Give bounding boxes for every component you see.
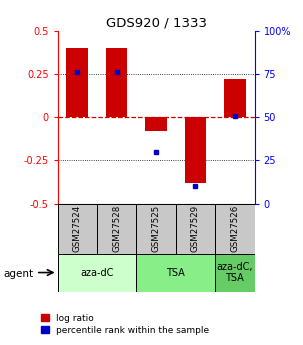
- Bar: [136, 254, 215, 292]
- Bar: [224, 79, 246, 117]
- Legend: log ratio, percentile rank within the sample: log ratio, percentile rank within the sa…: [41, 314, 209, 335]
- Text: GSM27528: GSM27528: [112, 205, 121, 252]
- Bar: [136, 204, 176, 254]
- Bar: [215, 254, 255, 292]
- Text: GSM27526: GSM27526: [230, 205, 239, 252]
- Bar: [58, 204, 97, 254]
- Bar: [66, 48, 88, 117]
- Bar: [215, 204, 255, 254]
- Text: aza-dC: aza-dC: [80, 268, 114, 277]
- Bar: [185, 117, 206, 183]
- Text: GSM27529: GSM27529: [191, 205, 200, 252]
- Text: aza-dC,
TSA: aza-dC, TSA: [217, 262, 253, 283]
- Bar: [106, 48, 128, 117]
- Bar: [176, 204, 215, 254]
- Text: GSM27524: GSM27524: [73, 205, 82, 252]
- Text: GSM27525: GSM27525: [152, 205, 161, 252]
- Bar: [97, 204, 136, 254]
- Title: GDS920 / 1333: GDS920 / 1333: [105, 17, 207, 30]
- Text: TSA: TSA: [166, 268, 185, 277]
- Text: agent: agent: [3, 269, 33, 279]
- Bar: [58, 254, 136, 292]
- Bar: [145, 117, 167, 131]
